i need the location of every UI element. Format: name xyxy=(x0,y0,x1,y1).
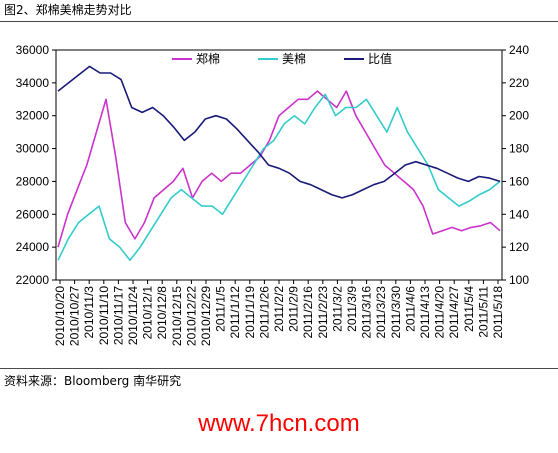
x-tick-label: 2011/1/19 xyxy=(243,286,257,339)
x-tick-label: 2011/5/4 xyxy=(462,286,476,332)
right-tick-label: 180 xyxy=(509,142,529,156)
x-tick-label: 2011/4/13 xyxy=(418,286,432,339)
left-tick-label: 24000 xyxy=(16,240,50,254)
x-tick-label: 2011/1/12 xyxy=(228,286,242,339)
source-note: 资料来源：Bloomberg 南华研究 xyxy=(4,374,182,388)
right-tick-label: 200 xyxy=(509,109,529,123)
right-tick-label: 140 xyxy=(509,207,529,221)
left-tick-label: 32000 xyxy=(16,109,50,123)
x-tick-label: 2011/3/30 xyxy=(389,286,403,339)
x-tick-label: 2011/3/16 xyxy=(360,286,374,339)
x-tick-label: 2011/2/16 xyxy=(301,286,315,339)
watermark-text: www.7hcn.com xyxy=(198,410,360,437)
legend-label-zhengmian: 郑棉 xyxy=(196,51,220,66)
series-line-zhengmian xyxy=(57,90,501,248)
x-tick-label: 2011/2/9 xyxy=(287,286,301,332)
left-tick-label: 22000 xyxy=(16,273,50,287)
x-tick-label: 2010/11/24 xyxy=(126,286,140,345)
x-tick-label: 2010/11/17 xyxy=(111,286,125,345)
x-tick-label: 2010/10/27 xyxy=(68,286,82,346)
series-line-meimian xyxy=(57,93,501,262)
x-tick-label: 2010/10/20 xyxy=(53,286,67,346)
x-tick-label: 2011/2/23 xyxy=(316,286,330,339)
left-axis: 22000 24000 26000 28000 30000 32000 34000 36000 xyxy=(16,43,56,287)
legend-label-bizhi: 比值 xyxy=(368,51,392,66)
line-chart: 22000 24000 26000 28000 30000 32000 34000 36000… xyxy=(16,43,530,346)
x-tick-label: 2011/5/18 xyxy=(491,286,505,339)
figure-title: 图2、郑棉美棉走势对比 xyxy=(4,3,132,17)
series-line-bizhi xyxy=(57,65,501,199)
x-tick-label: 2011/3/23 xyxy=(374,286,388,339)
x-tick-label: 2011/4/27 xyxy=(447,286,461,339)
x-tick-label: 2010/11/3 xyxy=(82,286,96,339)
legend-label-meimian: 美棉 xyxy=(282,52,306,66)
left-tick-label: 26000 xyxy=(16,207,50,221)
legend: 郑棉 美棉 比值 xyxy=(172,51,392,66)
right-tick-label: 120 xyxy=(509,240,529,254)
left-tick-label: 36000 xyxy=(16,43,50,57)
x-tick-label: 2011/3/2 xyxy=(330,286,344,332)
x-tick-label: 2011/2/2 xyxy=(272,286,286,332)
x-tick-label: 2011/4/6 xyxy=(403,286,417,332)
title-divider xyxy=(0,21,558,22)
source-divider xyxy=(0,368,558,369)
x-tick-label: 2010/12/15 xyxy=(170,286,184,346)
x-tick-label: 2010/12/8 xyxy=(155,286,169,340)
right-axis: 100 120 140 160 180 200 220 240 xyxy=(502,43,529,287)
series-lines xyxy=(57,65,501,262)
right-tick-label: 220 xyxy=(509,76,529,90)
right-tick-label: 160 xyxy=(509,174,529,188)
x-axis: 2010/10/20 2010/10/27 2010/11/3 2010/11/10 2… xyxy=(53,280,505,346)
x-tick-label: 2011/1/5 xyxy=(214,286,228,332)
x-tick-label: 2011/4/20 xyxy=(433,286,447,339)
left-tick-label: 28000 xyxy=(16,174,50,188)
x-tick-label: 2010/12/1 xyxy=(141,286,155,340)
right-tick-label: 100 xyxy=(509,273,529,287)
left-tick-label: 34000 xyxy=(16,76,50,90)
x-tick-label: 2010/11/10 xyxy=(97,286,111,345)
x-tick-label: 2011/3/9 xyxy=(345,286,359,332)
x-tick-label: 2010/12/29 xyxy=(199,286,213,346)
x-tick-label: 2011/1/26 xyxy=(257,286,271,339)
right-tick-label: 240 xyxy=(509,43,529,57)
x-tick-label: 2011/5/11 xyxy=(476,286,490,338)
left-tick-label: 30000 xyxy=(16,142,50,156)
x-tick-label: 2010/12/22 xyxy=(184,286,198,346)
